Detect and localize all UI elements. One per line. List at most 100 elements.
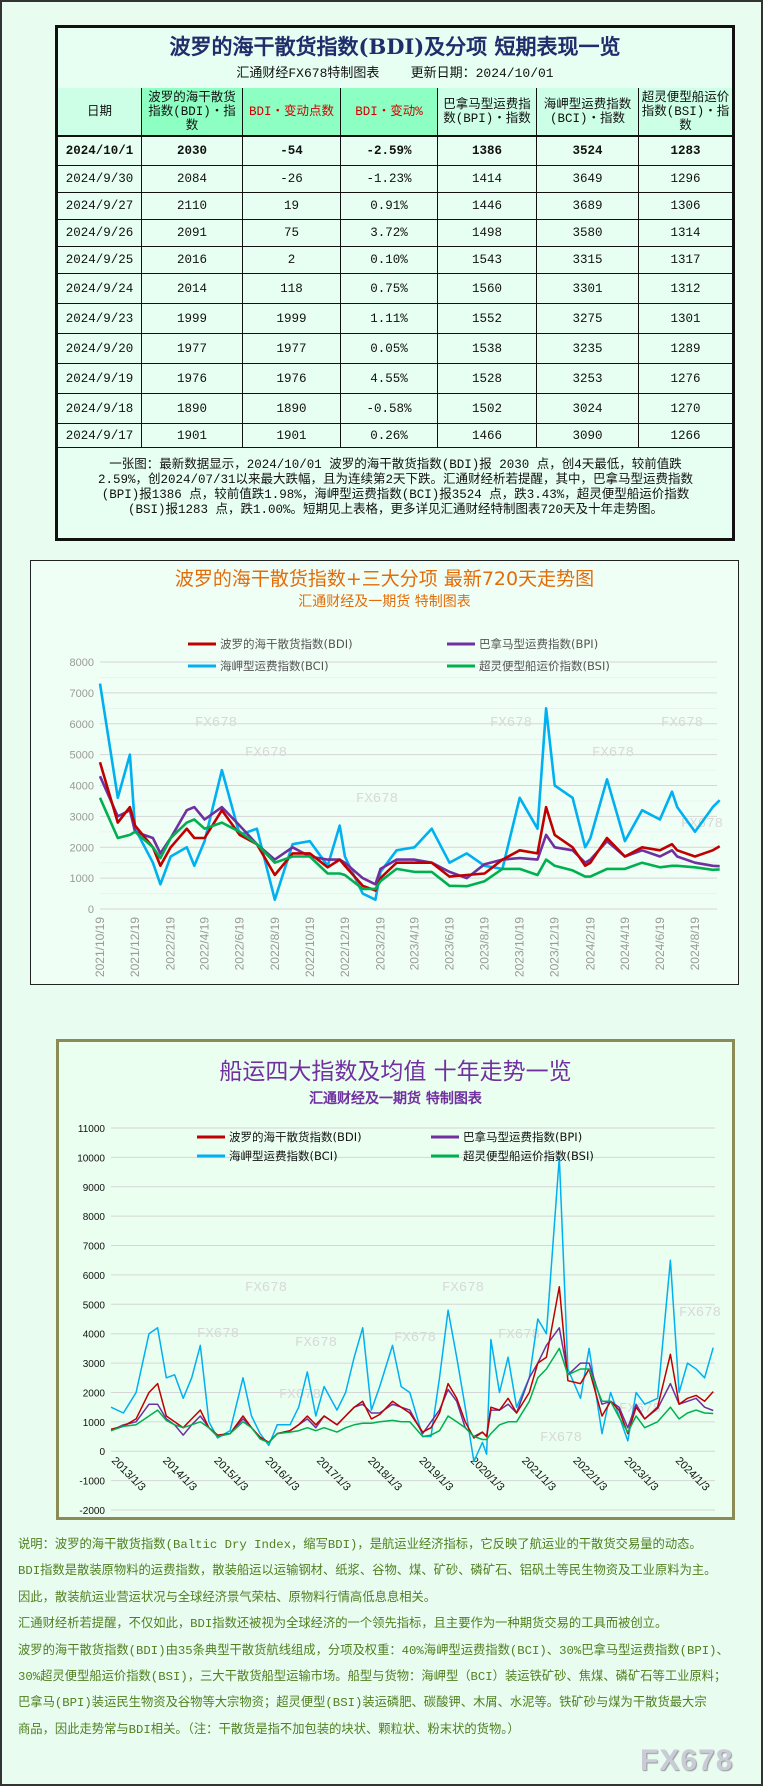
legend-label: 巴拿马型运费指数(BPI) [463,1130,582,1144]
table-cell: 2024/9/24 [58,274,142,304]
x-tick-label: 2024/4/19 [618,917,632,971]
x-tick-label: 2022/1/3 [570,1455,609,1494]
legend-label: 巴拿马型运费指数(BPI) [479,637,598,651]
y-tick-label: -2000 [79,1506,105,1517]
chart-ten-year: -2000 -1000 0 1000 2000 3000 4000 5000 6000 7000 8… [56,1039,735,1520]
watermark: FX678 [490,715,532,731]
table-cell: 2024/10/1 [58,137,142,166]
table-cell: 1317 [639,247,732,274]
column-header: 巴拿马型运费指数(BPI)・指数 [438,88,537,137]
table-cell: 0.75% [341,274,438,304]
x-tick-label: 2024/6/19 [653,917,667,971]
table-cell: 1414 [438,166,537,193]
table-cell: 3649 [537,166,639,193]
column-header: 超灵便型船运价指数(BSI)・指数 [639,88,732,137]
table-cell: 2110 [142,193,243,220]
table-cell: 0.26% [341,424,438,448]
y-tick-label: 5000 [70,750,94,762]
legend-label: 波罗的海干散货指数(BDI) [220,637,353,651]
y-tick-label: 2000 [70,842,94,854]
y-tick-label: 7000 [83,1242,106,1253]
table-cell: 1.11% [341,304,438,334]
x-tick-label: 2022/10/19 [303,917,317,977]
table-cell: -2.59% [341,137,438,166]
y-tick-label: 3000 [83,1359,106,1370]
explanation-line: 30%超灵便型船运价指数(BSI)，三大干散货船型运输市场。船型与货物：海岬型（… [18,1669,727,1684]
watermark: FX678 [295,1335,337,1351]
series-line [98,761,721,892]
x-tick-label: 2019/1/3 [417,1455,456,1494]
table-cell: 1312 [639,274,732,304]
series-line [98,797,720,891]
table-cell: 1301 [639,304,732,334]
series-line [110,1347,714,1444]
table-cell: 3275 [537,304,639,334]
table-cell: 1498 [438,220,537,247]
legend-label: 海岬型运费指数(BCI) [229,1149,338,1163]
table-cell: 1890 [142,394,243,424]
table-cell: -0.58% [341,394,438,424]
y-tick-label: 10000 [77,1153,105,1164]
chart-ten-year-title: 船运四大指数及均值 十年走势一览 [219,1059,572,1085]
watermark: FX678 [394,1330,436,1346]
table-cell: 2024/9/17 [58,424,142,448]
explanation-line: 说明：波罗的海干散货指数(Baltic Dry Index，缩写BDI)，是航运… [18,1538,702,1552]
table-cell: 1528 [438,364,537,394]
x-tick-label: 2023/2/19 [374,917,388,971]
table-cell: 0.05% [341,334,438,364]
table-cell: 2 [243,247,341,274]
chart-ten-year-subtitle: 汇通财经及一期货 特制图表 [309,1091,482,1107]
table-cell: 1386 [438,137,537,166]
table-cell: 3235 [537,334,639,364]
explanation-line: 汇通财经析若提醒，不仅如此，BDI指数还被视为全球经济的一个领先指标，且主要作为… [18,1617,668,1632]
table-cell: 2024/9/19 [58,364,142,394]
summary-table: 日期 波罗的海干散货指数(BDI)・指数 BDI・变动点数 BDI・变动% 巴拿马型运费… [58,88,732,448]
watermark: FX678 [592,745,634,761]
x-tick-label: 2022/12/19 [338,917,352,977]
y-tick-label: 0 [88,904,94,916]
table-cell: 2030 [142,137,243,166]
explanation-line: 商品，因此走势常与BDI相关。（注：干散货是指不加包装的块状、颗粒状、粉末状的货… [18,1722,520,1737]
table-cell: 3253 [537,364,639,394]
series-line [110,1285,714,1444]
table-cell: 1283 [639,137,732,166]
x-tick-label: 2016/1/3 [263,1455,302,1494]
x-tick-label: 2017/1/3 [314,1455,353,1494]
summary-note: 一张图：最新数据显示，2024/10/01 波罗的海干散货指数(BDI)报 20… [97,458,694,517]
x-tick-label: 2023/1/3 [622,1455,661,1494]
table-cell: 1543 [438,247,537,274]
watermark: FX678 [679,1305,721,1321]
table-cell: 1466 [438,424,537,448]
y-tick-label: 1000 [70,873,94,885]
table-title: 波罗的海干散货指数(BDI)及分项 短期表现一览 [169,34,621,59]
table-cell: 2024/9/30 [58,166,142,193]
x-tick-label: 2022/2/19 [164,917,178,971]
table-cell: 3524 [537,137,639,166]
x-tick-label: 2022/8/19 [268,917,282,971]
table-subtitle: 汇通财经FX678特制图表 更新日期：2024/10/01 [236,66,554,81]
table-cell: 2091 [142,220,243,247]
table-cell: 3090 [537,424,639,448]
table-cell: 2024/9/25 [58,247,142,274]
table-cell: 1977 [243,334,341,364]
table-cell: 118 [243,274,341,304]
table-cell: 1999 [243,304,341,334]
y-tick-label: 6000 [83,1271,106,1282]
table-cell: 1306 [639,193,732,220]
watermark: FX678 [245,1280,287,1296]
column-header: 波罗的海干散货指数(BDI)・指数 [142,88,243,137]
chart-ten-year-plot: -2000 -1000 0 1000 2000 3000 4000 5000 6000 7000 8… [77,1124,721,1517]
x-tick-label: 2021/10/19 [93,917,107,977]
watermark: FX678 [661,715,703,731]
y-tick-label: -1000 [79,1477,105,1488]
watermark: FX678 [498,1327,540,1343]
y-tick-label: 11000 [78,1124,106,1135]
table-cell: 1560 [438,274,537,304]
table-cell: 1977 [142,334,243,364]
table-cell: 2024/9/20 [58,334,142,364]
y-tick-label: 5000 [83,1300,106,1311]
table-cell: 3580 [537,220,639,247]
table-cell: 2084 [142,166,243,193]
table-cell: 2024/9/27 [58,193,142,220]
